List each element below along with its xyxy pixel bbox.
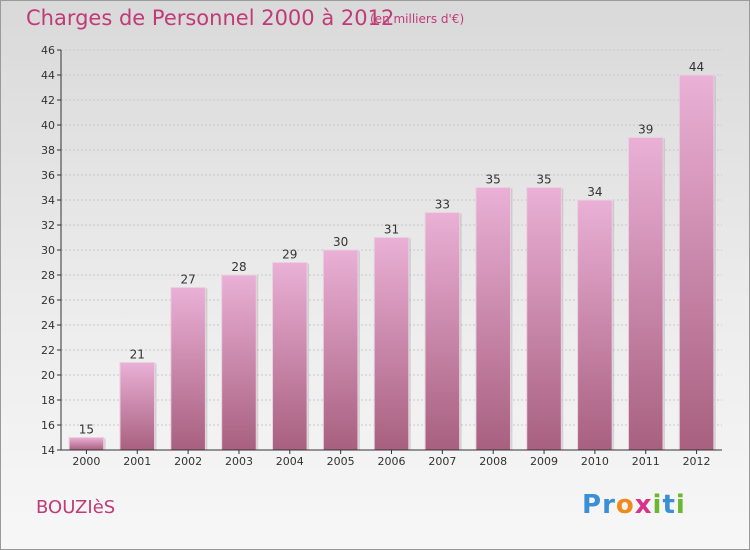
x-tick-label: 2007: [428, 455, 456, 468]
y-tick-label: 32: [41, 219, 55, 232]
y-tick-label: 42: [41, 94, 55, 107]
data-label: 31: [384, 223, 399, 237]
data-label: 35: [536, 173, 551, 187]
y-tick-label: 34: [41, 194, 55, 207]
data-label: 15: [79, 423, 94, 437]
data-label: 39: [638, 123, 653, 137]
y-tick-label: 40: [41, 119, 55, 132]
logo-letter: i: [675, 490, 686, 520]
y-tick-label: 26: [41, 294, 55, 307]
x-tick-label: 2004: [276, 455, 304, 468]
data-label: 35: [486, 173, 501, 187]
y-tick-label: 22: [41, 344, 55, 357]
x-tick-label: 2012: [683, 455, 711, 468]
bar: [68, 437, 105, 451]
x-tick-label: 2009: [530, 455, 558, 468]
x-tick-label: 2010: [581, 455, 609, 468]
y-tick-label: 44: [41, 69, 55, 82]
commune-name: BOUZIèS: [36, 497, 116, 518]
data-label: 34: [587, 185, 602, 199]
data-label: 33: [435, 198, 450, 212]
y-tick-label: 18: [41, 394, 55, 407]
y-tick-label: 28: [41, 269, 55, 282]
data-label: 44: [689, 60, 704, 74]
chart-subtitle: (en milliers d'€): [370, 12, 465, 26]
logo-letter: P: [582, 490, 603, 520]
x-tick-label: 2005: [327, 455, 355, 468]
x-tick-label: 2011: [632, 455, 660, 468]
x-tick-label: 2003: [225, 455, 253, 468]
y-tick-label: 24: [41, 319, 55, 332]
data-label: 28: [231, 260, 246, 274]
y-tick-label: 36: [41, 169, 55, 182]
y-tick-label: 14: [41, 444, 55, 457]
logo-letter: t: [662, 490, 676, 520]
bar: [526, 187, 562, 451]
bar: [424, 212, 461, 451]
logo-letter: o: [615, 490, 635, 520]
x-tick-label: 2000: [72, 455, 100, 468]
data-label: 27: [180, 273, 195, 287]
bar: [627, 137, 664, 451]
bar: [373, 237, 410, 451]
x-tick-label: 2002: [174, 455, 202, 468]
y-tick-label: 46: [41, 44, 55, 57]
data-label: 29: [282, 248, 297, 262]
y-tick-label: 30: [41, 244, 55, 257]
x-tick-label: 2008: [479, 455, 507, 468]
bars: 15 21 27 28 29 30 31 33 35 35 34 39 44: [68, 60, 716, 451]
y-tick-label: 38: [41, 144, 55, 157]
proxiti-logo[interactable]: Proxiti: [582, 490, 686, 520]
data-label: 30: [333, 235, 348, 249]
bar: [170, 287, 206, 451]
y-tick-label: 20: [41, 369, 55, 382]
x-tick-label: 2006: [378, 455, 406, 468]
bar: [475, 187, 511, 451]
logo-letter: r: [602, 490, 616, 520]
bar: [577, 199, 613, 451]
axes: 14 16 18 20 22 24 26 28 30 32 34 36 38 40 42 44 46 2000 20…: [41, 44, 722, 468]
bar: [221, 274, 257, 451]
bar: [678, 74, 715, 451]
bar: [322, 249, 359, 451]
logo-letter: x: [634, 490, 653, 520]
logo-letter: i: [652, 490, 663, 520]
bar: [119, 362, 156, 451]
y-tick-label: 16: [41, 419, 55, 432]
data-label: 21: [130, 348, 145, 362]
bar: [272, 262, 308, 451]
x-tick-label: 2001: [123, 455, 151, 468]
chart-title: Charges de Personnel 2000 à 2012: [26, 6, 395, 30]
